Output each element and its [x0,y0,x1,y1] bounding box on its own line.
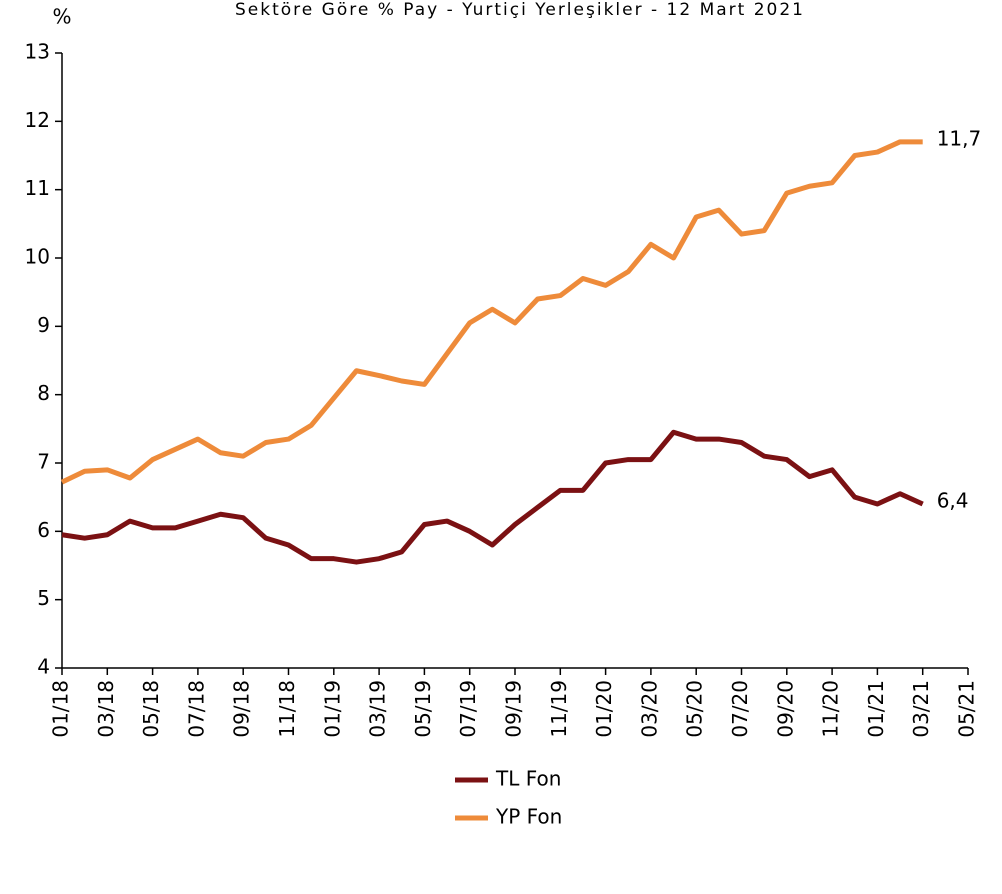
x-tick-label: 01/19 [320,680,344,738]
series-line [61,429,924,565]
y-tick-label: 7 [37,450,50,474]
x-tick-label: 01/21 [864,680,888,738]
y-tick-label: 5 [37,586,50,610]
x-tick-label: 11/18 [275,680,299,738]
x-tick-label: 09/19 [502,680,526,738]
x-tick-label: 05/18 [139,680,163,738]
y-tick-label: 13 [25,40,50,64]
legend-label: TL Fon [495,767,561,791]
x-tick-label: 07/18 [184,680,208,738]
x-tick-label: 03/20 [637,680,661,738]
x-tick-label: 01/18 [49,680,73,738]
series-line [60,139,923,485]
y-tick-label: 10 [25,245,50,269]
x-tick-label: 09/20 [773,680,797,738]
value-label: 11,7 [937,126,982,150]
x-tick-label: 07/20 [728,680,752,738]
y-tick-label: 11 [25,176,50,200]
x-tick-label: 05/19 [411,680,435,738]
y-axis-label: % [52,5,71,29]
y-tick-label: 4 [37,655,50,679]
value-label: 6,4 [937,489,969,513]
y-tick-label: 6 [37,518,50,542]
x-tick-label: 09/18 [230,680,254,738]
chart-title: Sektöre Göre % Pay - Yurtiçi Yerleşikler… [235,0,805,20]
y-tick-label: 9 [37,313,50,337]
x-tick-label: 03/19 [366,680,390,738]
x-tick-label: 11/19 [547,680,571,738]
x-tick-label: 05/20 [683,680,707,738]
x-tick-label: 01/20 [592,680,616,738]
x-tick-label: 03/18 [94,680,118,738]
x-tick-label: 05/21 [955,680,979,738]
y-tick-label: 8 [37,381,50,405]
x-tick-label: 03/21 [909,680,933,738]
x-tick-label: 07/19 [456,680,480,738]
legend-label: YP Fon [495,805,562,829]
y-tick-label: 12 [25,108,50,132]
x-tick-label: 11/20 [819,680,843,738]
